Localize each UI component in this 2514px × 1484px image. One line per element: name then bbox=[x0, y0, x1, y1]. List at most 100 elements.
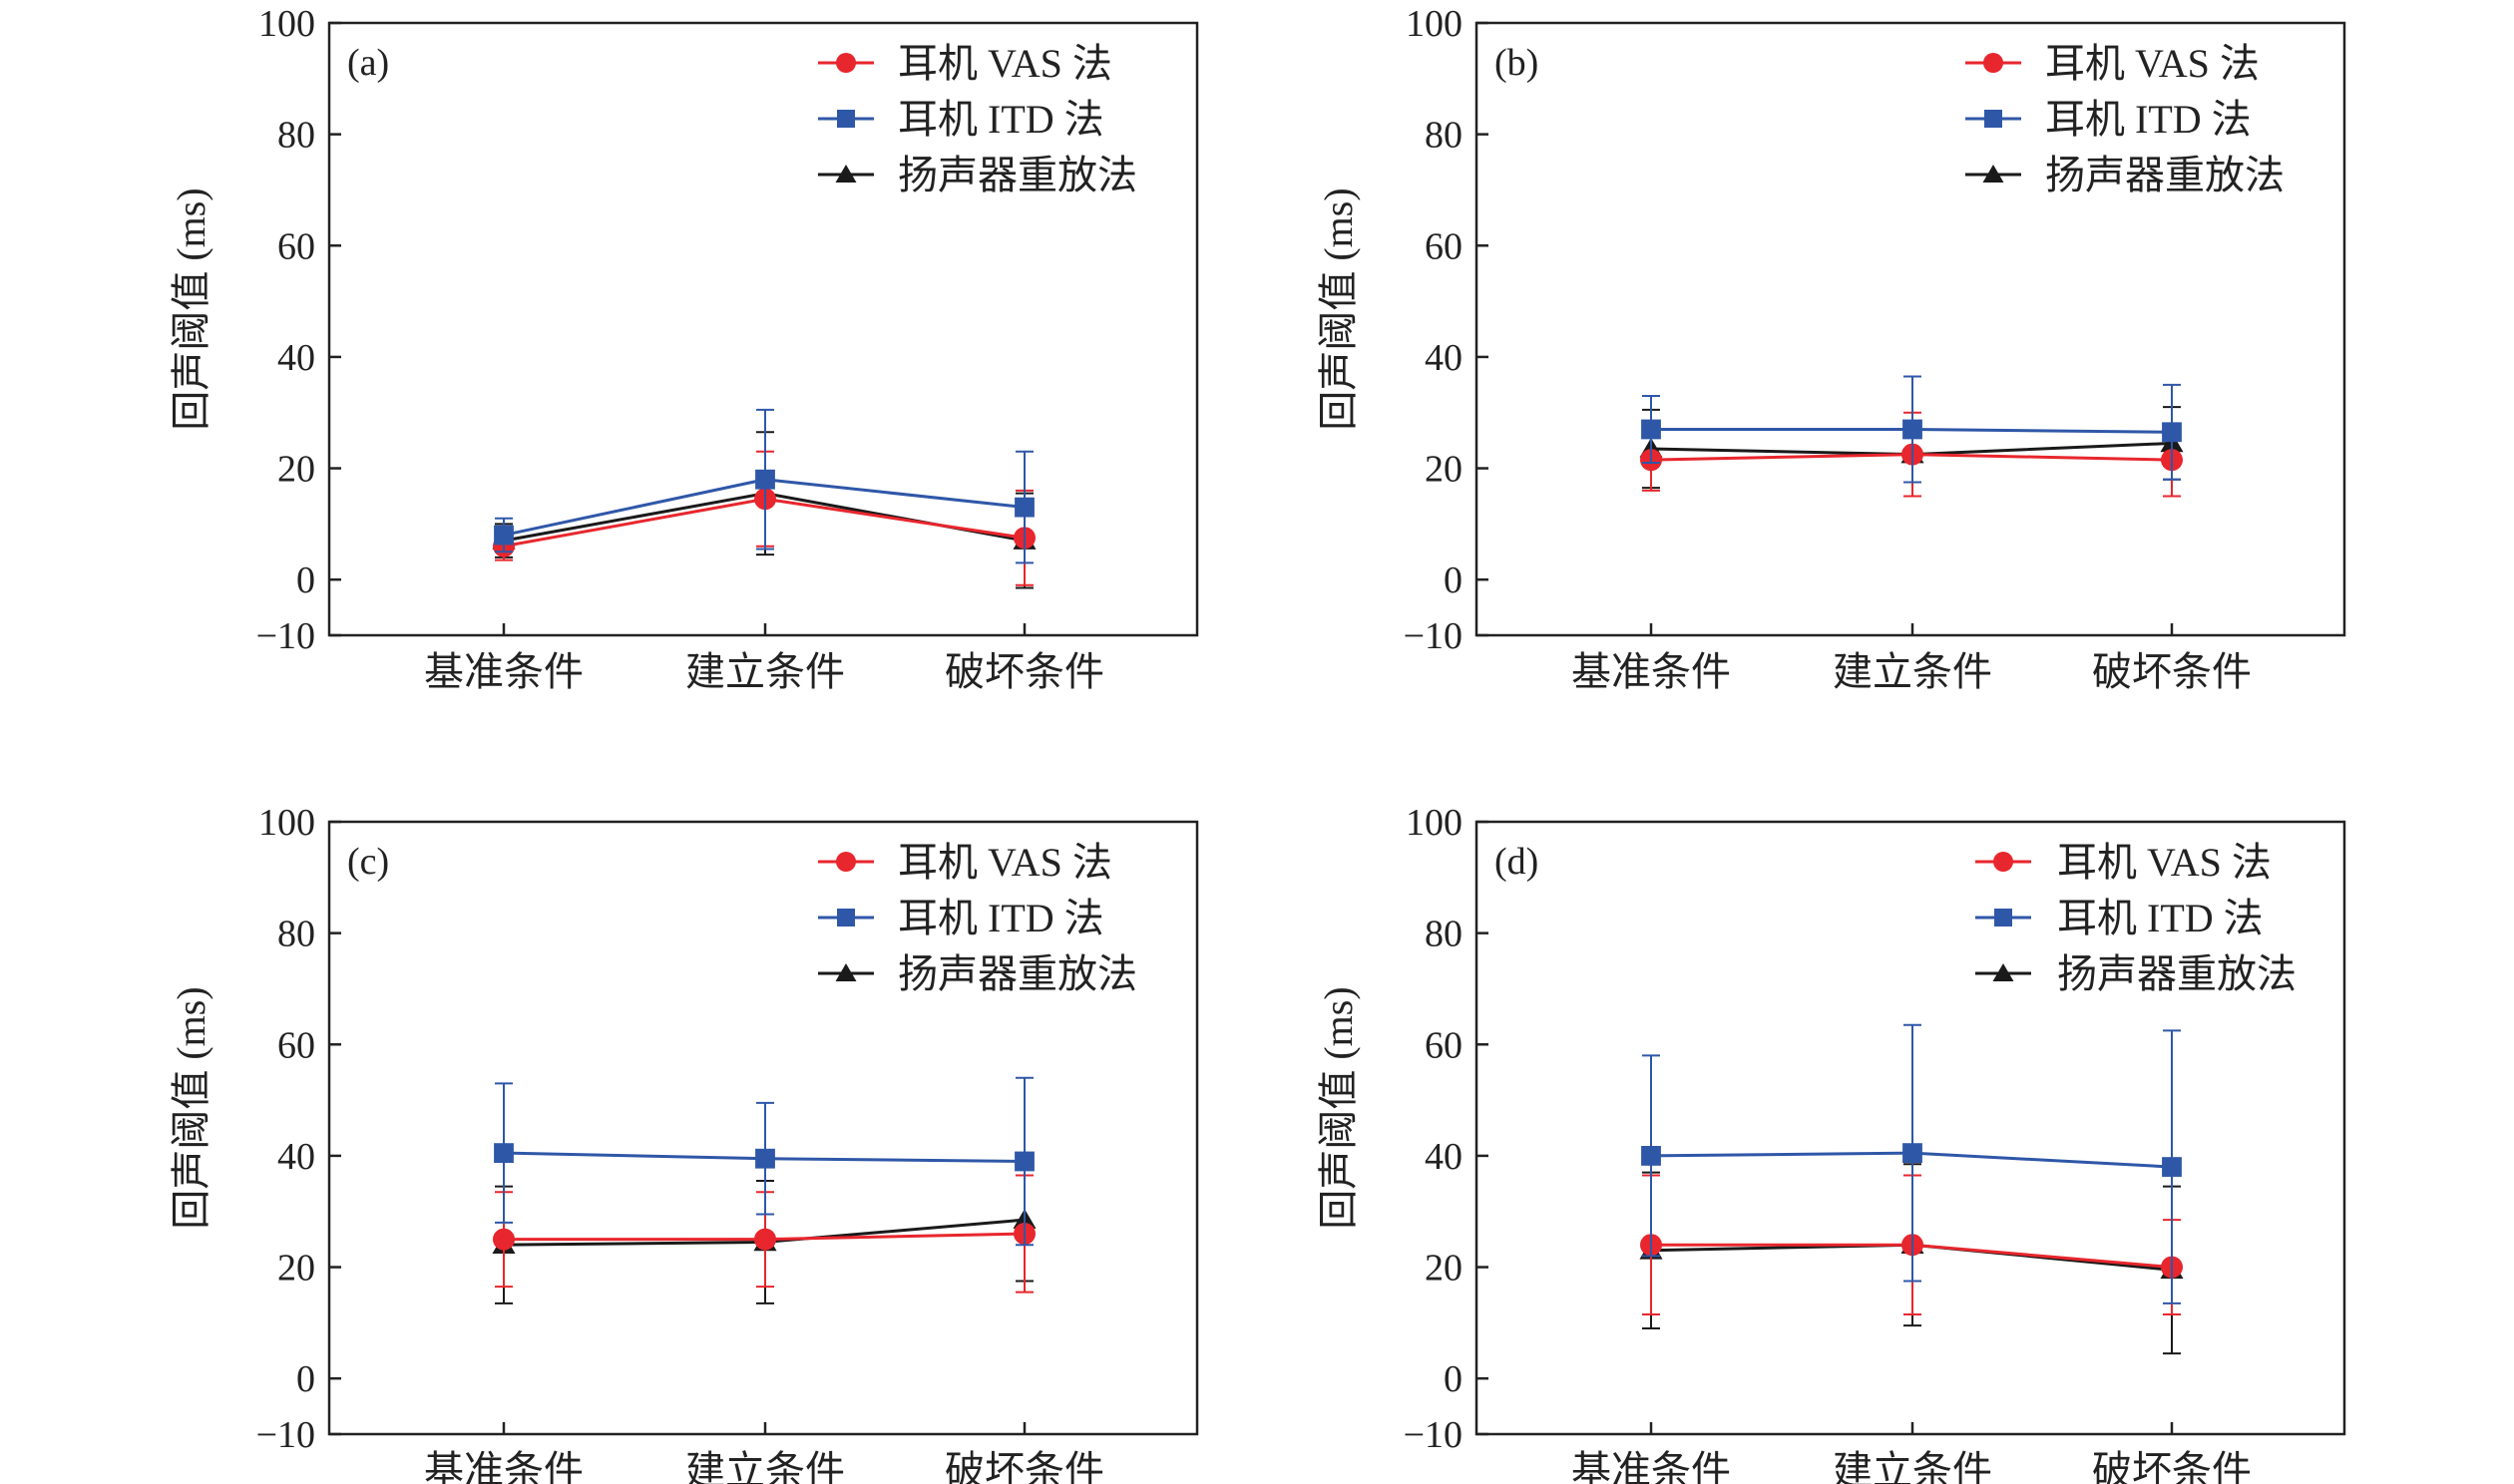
series-itd bbox=[1641, 1023, 2182, 1304]
y-tick-label: 60 bbox=[277, 1024, 315, 1066]
data-point-itd bbox=[1015, 497, 1035, 518]
panel-label: (d) bbox=[1494, 841, 1538, 883]
legend-label: 扬声器重放法 bbox=[2057, 951, 2297, 996]
x-category-label: 建立条件 bbox=[1833, 649, 1992, 694]
legend-label: 耳机 VAS 法 bbox=[2045, 41, 2260, 86]
y-tick-label: 80 bbox=[277, 115, 315, 157]
x-category-label: 破坏条件 bbox=[2092, 649, 2252, 694]
y-tick-label: 40 bbox=[277, 1136, 315, 1178]
y-tick-label: 40 bbox=[1425, 337, 1463, 379]
y-axis-label: 回声阈值 (ms) bbox=[169, 187, 213, 430]
x-category-label: 建立条件 bbox=[1833, 1448, 1992, 1484]
series-itd bbox=[494, 408, 1035, 564]
y-tick-label: 60 bbox=[277, 225, 315, 267]
plot-frame bbox=[327, 21, 1199, 637]
legend-label: 耳机 VAS 法 bbox=[2057, 840, 2272, 885]
legend-marker-vas bbox=[1983, 53, 2003, 73]
y-tick-label: 60 bbox=[1425, 1024, 1463, 1066]
legend-label: 扬声器重放法 bbox=[898, 951, 1137, 996]
data-point-itd bbox=[1902, 1143, 1922, 1164]
y-tick-label: 20 bbox=[1425, 449, 1463, 491]
plot-frame bbox=[1474, 21, 2346, 637]
data-point-itd bbox=[1902, 419, 1922, 440]
y-tick-label: −10 bbox=[256, 615, 315, 657]
y-tick-label: −10 bbox=[256, 1414, 315, 1456]
panel-label: (a) bbox=[347, 42, 389, 84]
legend-marker-speaker bbox=[835, 963, 857, 981]
chart-panel-4: 100 80 60 40 20 0 −10 基准条件 建立条件 破坏条件 回声阈值 (ms) (d) 耳… bbox=[1316, 802, 2346, 1484]
x-category-label: 破坏条件 bbox=[945, 649, 1104, 694]
y-axis-label: 回声阈值 (ms) bbox=[1316, 187, 1361, 430]
x-category-label: 基准条件 bbox=[1571, 1448, 1731, 1484]
legend-marker-vas bbox=[1993, 852, 2013, 872]
legend-marker-vas bbox=[836, 852, 856, 872]
data-point-itd bbox=[1641, 419, 1661, 440]
y-tick-label: 20 bbox=[1425, 1248, 1463, 1290]
legend-label: 耳机 ITD 法 bbox=[898, 896, 1104, 940]
data-point-itd bbox=[2162, 1157, 2182, 1177]
legend-marker-speaker bbox=[835, 165, 857, 183]
legend-marker-itd bbox=[837, 909, 855, 927]
y-tick-label: 80 bbox=[1425, 115, 1463, 157]
x-category-label: 建立条件 bbox=[685, 1448, 845, 1484]
y-tick-label: −10 bbox=[1404, 1414, 1463, 1456]
y-tick-label: 80 bbox=[1425, 914, 1463, 955]
legend-label: 耳机 ITD 法 bbox=[2057, 896, 2264, 940]
y-tick-label: 100 bbox=[258, 3, 315, 45]
x-category-label: 基准条件 bbox=[424, 649, 584, 694]
legend-marker-itd bbox=[1994, 909, 2012, 927]
y-tick-label: 80 bbox=[277, 914, 315, 955]
data-point-vas bbox=[493, 1228, 515, 1251]
x-category-label: 基准条件 bbox=[1571, 649, 1731, 694]
y-tick-label: 100 bbox=[1406, 3, 1463, 45]
x-category-label: 破坏条件 bbox=[945, 1448, 1104, 1484]
y-tick-label: 0 bbox=[1444, 1358, 1463, 1400]
y-tick-label: 0 bbox=[296, 1358, 315, 1400]
legend-label: 耳机 ITD 法 bbox=[2045, 97, 2252, 142]
series-vas bbox=[493, 1174, 1036, 1294]
y-tick-label: 60 bbox=[1425, 225, 1463, 267]
y-tick-label: 20 bbox=[277, 449, 315, 491]
panel-label: (b) bbox=[1494, 42, 1538, 84]
data-point-itd bbox=[494, 525, 514, 546]
legend-label: 耳机 ITD 法 bbox=[898, 97, 1104, 142]
legend-marker-itd bbox=[837, 110, 855, 128]
data-point-itd bbox=[1641, 1146, 1661, 1166]
data-point-itd bbox=[755, 1148, 775, 1169]
y-tick-label: 100 bbox=[258, 802, 315, 844]
data-point-itd bbox=[1015, 1151, 1035, 1172]
y-axis-label: 回声阈值 (ms) bbox=[1316, 986, 1361, 1229]
chart-panel-1: 100 80 60 40 20 0 −10 基准条件 建立条件 破坏条件 回声阈值 (ms) (a) 耳… bbox=[169, 3, 1199, 694]
legend-marker-vas bbox=[836, 53, 856, 73]
y-tick-label: 20 bbox=[277, 1248, 315, 1290]
x-category-label: 基准条件 bbox=[424, 1448, 584, 1484]
legend-marker-speaker bbox=[1982, 165, 2004, 183]
y-tick-label: 0 bbox=[1444, 559, 1463, 601]
x-category-label: 破坏条件 bbox=[2092, 1448, 2252, 1484]
panel-label: (c) bbox=[347, 841, 389, 883]
data-point-itd bbox=[755, 469, 775, 490]
chart-panel-3: 100 80 60 40 20 0 −10 基准条件 建立条件 破坏条件 回声阈值 (ms) (c) 耳… bbox=[169, 802, 1199, 1484]
y-tick-label: −10 bbox=[1404, 615, 1463, 657]
y-tick-label: 40 bbox=[277, 337, 315, 379]
legend-label: 耳机 VAS 法 bbox=[898, 840, 1112, 885]
y-axis-label: 回声阈值 (ms) bbox=[169, 986, 213, 1229]
y-tick-label: 100 bbox=[1406, 802, 1463, 844]
data-point-itd bbox=[2162, 422, 2182, 443]
legend-label: 扬声器重放法 bbox=[2045, 153, 2285, 197]
plot-frame bbox=[327, 820, 1199, 1436]
plot-frame bbox=[1474, 820, 2346, 1436]
series-itd bbox=[494, 1076, 1035, 1247]
legend-marker-speaker bbox=[1992, 963, 2014, 981]
legend-label: 扬声器重放法 bbox=[898, 153, 1137, 197]
series-itd bbox=[1641, 375, 2182, 484]
data-point-itd bbox=[494, 1143, 514, 1164]
x-category-label: 建立条件 bbox=[685, 649, 845, 694]
chart-panel-2: 100 80 60 40 20 0 −10 基准条件 建立条件 破坏条件 回声阈值 (ms) (b) 耳… bbox=[1316, 3, 2346, 694]
legend-label: 耳机 VAS 法 bbox=[898, 41, 1112, 86]
y-tick-label: 40 bbox=[1425, 1136, 1463, 1178]
